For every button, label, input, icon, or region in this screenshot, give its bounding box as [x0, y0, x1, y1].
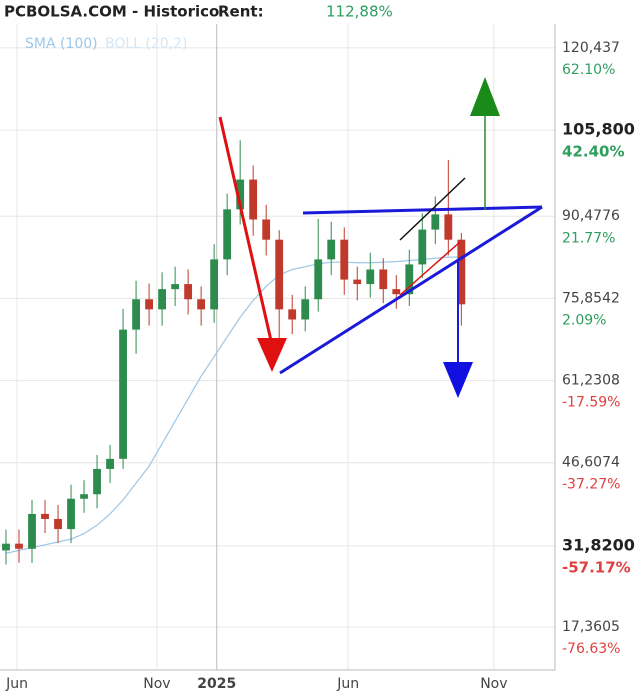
candle-body [80, 494, 88, 499]
candle-body [301, 299, 310, 320]
y2-tick-label: 2.09% [562, 312, 606, 328]
y2-tick-label: -76.63% [562, 641, 620, 657]
candle-body [54, 518, 62, 530]
candle-body [236, 179, 245, 210]
y2-tick-label: -37.27% [562, 477, 620, 493]
y-tick-label: 120,437 [562, 40, 620, 56]
x-tick-label: 2025 [197, 676, 236, 692]
y-tick-label: 31,8200 [562, 535, 635, 554]
candle-body [353, 279, 362, 285]
y-tick-label: 90,4776 [562, 208, 620, 224]
green-arrow-head [470, 77, 500, 116]
rent-value: 112,88% [326, 3, 393, 21]
grid [0, 0, 555, 670]
candle-body [184, 284, 193, 300]
y2-tick-label: -57.17% [562, 558, 631, 576]
candle-body [288, 309, 297, 320]
red-trend-line [218, 116, 274, 346]
sma-line [5, 256, 462, 554]
candle-body [197, 299, 206, 310]
candle-body [379, 269, 388, 290]
red-line [399, 241, 461, 296]
candle-body [171, 284, 180, 290]
candle-body [67, 498, 75, 530]
candle-body [457, 239, 466, 305]
y-tick-label: 46,6074 [562, 455, 620, 471]
y2-tick-label: 21.77% [562, 230, 615, 246]
x-tick-label: Nov [480, 676, 507, 692]
site-title: PCBOLSA.COM - Historico [4, 3, 219, 21]
candle-body [223, 209, 232, 260]
candle-body [444, 214, 453, 240]
y2-tick-label: 42.40% [562, 143, 624, 161]
candle-body [366, 269, 375, 285]
candle-body [392, 289, 401, 295]
x-tick-label: Jun [336, 676, 359, 692]
y-tick-label: 61,2308 [562, 373, 620, 389]
y2-tick-label: -17.59% [562, 395, 620, 411]
candle-body [275, 239, 284, 310]
black-line [399, 177, 466, 241]
plot [2, 140, 466, 565]
red-arrow-head [257, 338, 287, 372]
candle-body [41, 513, 49, 519]
y2-tick-label: 62.10% [562, 62, 615, 78]
blue-resistance-line [302, 205, 543, 215]
candle-body [262, 219, 271, 240]
x-tick-label: Nov [143, 676, 170, 692]
header-bg [0, 0, 644, 24]
candle-body [2, 543, 10, 551]
blue-arrow-head [443, 362, 473, 398]
candle-body [15, 543, 23, 549]
candle-body [28, 513, 36, 549]
candle-body [314, 259, 323, 300]
candle-body [158, 289, 167, 310]
y-tick-label: 75,8542 [562, 290, 620, 306]
candle-body [418, 229, 427, 265]
rent-label: Rent: [218, 3, 264, 21]
y-tick-label: 105,800 [562, 120, 635, 139]
candle-body [431, 214, 440, 230]
candle-body [249, 179, 258, 220]
candle-body [93, 468, 101, 495]
y-tick-label: 17,3605 [562, 619, 620, 635]
candle-body [327, 239, 336, 260]
candle-body [210, 259, 219, 310]
candle-body [405, 264, 414, 295]
candle-body [145, 299, 153, 310]
blue-support-line [279, 205, 543, 375]
legend-boll: BOLL (20,2) [105, 36, 188, 52]
annotations [218, 77, 543, 398]
candle-body [119, 329, 127, 459]
candle-body [132, 299, 140, 330]
x-tick-label: Jun [5, 676, 28, 692]
legend-sma: SMA (100) [25, 36, 98, 52]
candle-body [340, 239, 349, 280]
candle-body [106, 458, 114, 469]
